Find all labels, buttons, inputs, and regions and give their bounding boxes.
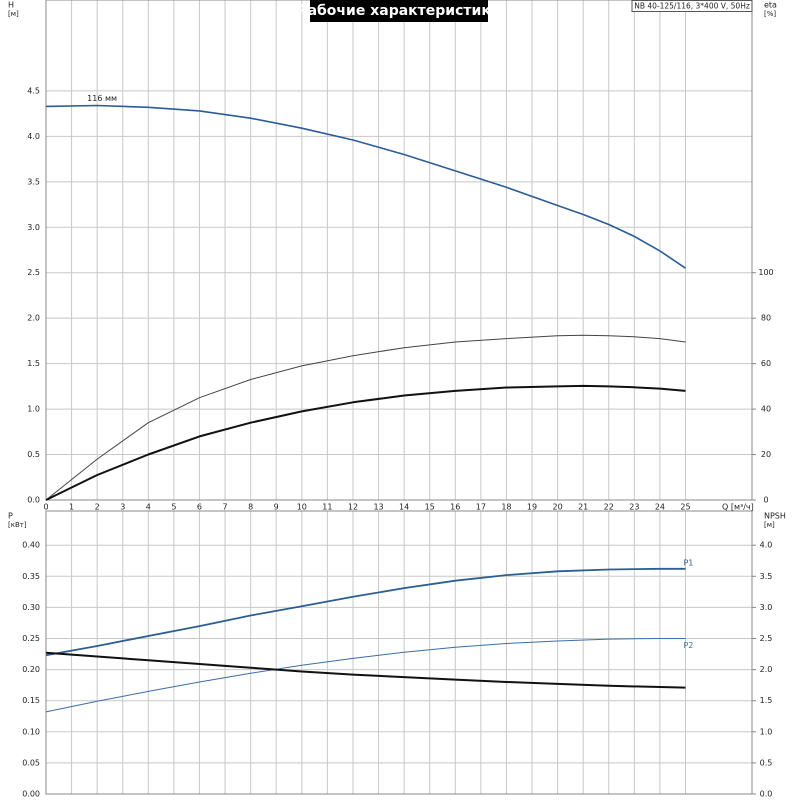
y-tick-label: 0.15	[22, 696, 40, 705]
series-line	[45, 104, 686, 269]
x-tick-label: 9	[274, 503, 279, 512]
y2-tick-label: 2.5	[760, 634, 773, 643]
x-axis-label: Q [м³/ч]	[722, 503, 754, 512]
x-tick-label: 2	[95, 503, 100, 512]
x-tick-label: 17	[476, 503, 486, 512]
y-tick-label: 0.20	[22, 665, 40, 674]
chart-title: Рабочие характеристики	[297, 3, 500, 19]
y-tick-label: 1.0	[27, 405, 40, 414]
y-tick-label: 0.35	[22, 572, 40, 581]
x-tick-label: 5	[171, 503, 176, 512]
series-label: P2	[683, 641, 693, 650]
y2-tick-label: 100	[758, 268, 773, 277]
x-tick-label: 10	[297, 503, 307, 512]
y-tick-label: 4.0	[27, 132, 40, 141]
y-axis-label: P	[8, 512, 13, 521]
x-tick-label: 25	[680, 503, 690, 512]
y-tick-label: 0.00	[22, 790, 40, 799]
y2-tick-label: 4.0	[760, 541, 773, 550]
y2-tick-label: 1.0	[760, 727, 773, 736]
x-tick-label: 13	[373, 503, 383, 512]
x-tick-label: 14	[399, 503, 409, 512]
x-tick-label: 1	[69, 503, 74, 512]
x-tick-label: 8	[248, 503, 253, 512]
y2-tick-label: 40	[761, 405, 771, 414]
x-tick-label: 11	[322, 503, 332, 512]
y2-axis-label: NPSH	[764, 512, 786, 521]
pump-model: NB 40-125/116, 3*400 V, 50Hz	[634, 2, 750, 11]
x-tick-label: 19	[527, 503, 537, 512]
y2-tick-label: 3.5	[760, 572, 773, 581]
x-tick-label: 15	[425, 503, 435, 512]
y-tick-label: 0.5	[27, 450, 40, 459]
y2-tick-label: 0.0	[760, 790, 773, 799]
y2-tick-label: 2.0	[760, 665, 773, 674]
x-tick-label: 4	[146, 503, 151, 512]
plot-frame	[45, 0, 753, 501]
y-tick-label: 3.0	[27, 223, 40, 232]
series-label: P1	[683, 558, 693, 567]
x-tick-label: 16	[450, 503, 460, 512]
x-tick-label: 24	[655, 503, 665, 512]
y2-tick-label: 0	[763, 496, 768, 505]
x-tick-label: 0	[43, 503, 48, 512]
y-tick-label: 0.10	[22, 727, 40, 736]
y-tick-label: 0.40	[22, 541, 40, 550]
y2-axis-unit: [м]	[764, 521, 775, 529]
y-tick-label: 4.5	[27, 86, 40, 95]
y2-tick-label: 80	[761, 314, 771, 323]
y2-tick-label: 0.5	[760, 758, 773, 767]
y2-tick-label: 3.0	[760, 603, 773, 612]
y-tick-label: 1.5	[27, 359, 40, 368]
y-tick-label: 0.05	[22, 758, 40, 767]
y-tick-label: 0.30	[22, 603, 40, 612]
pump-box	[631, 0, 753, 12]
y2-tick-label: 20	[761, 450, 771, 459]
y2-tick-label: 60	[761, 359, 771, 368]
y-axis-label: H	[8, 1, 14, 10]
y-tick-label: 3.5	[27, 177, 40, 186]
y-tick-label: 2.5	[27, 268, 40, 277]
x-tick-label: 21	[578, 503, 588, 512]
x-tick-label: 6	[197, 503, 202, 512]
x-tick-label: 12	[348, 503, 358, 512]
series-line	[45, 651, 686, 689]
series-line	[45, 638, 686, 713]
y-axis-unit: [м]	[8, 10, 19, 18]
series-line	[45, 384, 686, 501]
x-tick-label: 18	[501, 503, 511, 512]
series-line	[45, 567, 686, 657]
x-tick-label: 23	[629, 503, 639, 512]
x-tick-label: 3	[120, 503, 125, 512]
series-line	[45, 334, 686, 501]
y2-tick-label: 1.5	[760, 696, 773, 705]
y2-axis-unit: [%]	[764, 10, 776, 18]
y-tick-label: 0.25	[22, 634, 40, 643]
y-axis-unit: [кВт]	[8, 521, 27, 529]
y-tick-label: 2.0	[27, 314, 40, 323]
y-tick-label: 0.0	[27, 496, 40, 505]
curve-annotation: 116 мм	[87, 94, 117, 103]
title-box	[310, 0, 488, 22]
y2-axis-label: eta	[764, 1, 777, 10]
plot-frame	[45, 510, 753, 795]
x-tick-label: 7	[223, 503, 228, 512]
x-tick-label: 22	[604, 503, 614, 512]
plots: 0 1 2 3 4 5 6 7 8 9 10 11 12 13 14 15 16 17 18 19 20 21 22 23 24…	[8, 0, 786, 799]
x-tick-label: 20	[553, 503, 563, 512]
